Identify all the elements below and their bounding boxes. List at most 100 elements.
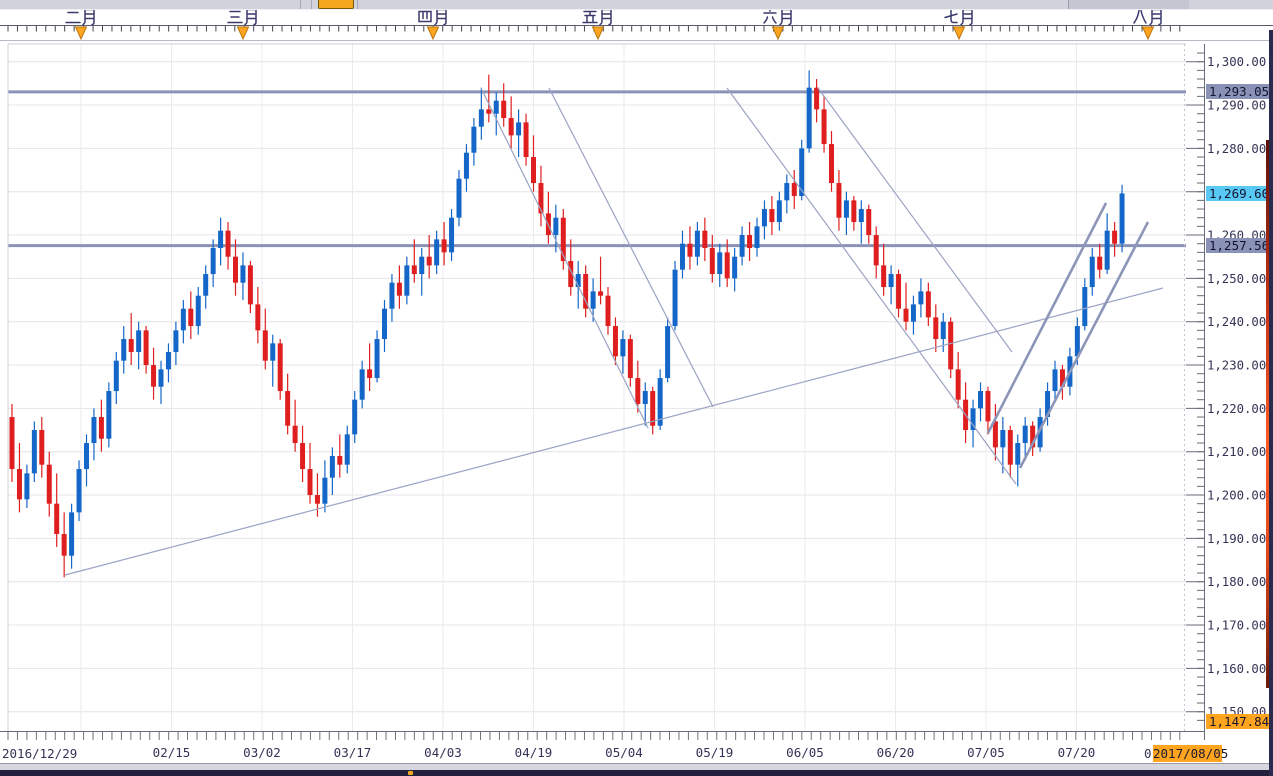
candle-body-0	[9, 417, 15, 470]
candle-body-86	[650, 391, 656, 426]
trendline-6[interactable]	[1018, 221, 1150, 469]
candle-body-24	[188, 308, 194, 327]
candle-body-41	[314, 495, 320, 504]
background-window-stripe	[1266, 140, 1269, 688]
candle-body-124	[933, 317, 939, 340]
candle-body-64	[486, 109, 492, 114]
price-level-tag-bottom[interactable]: 1,147.84	[1206, 714, 1273, 729]
candle-body-115	[866, 209, 872, 236]
candle-body-116	[873, 235, 879, 266]
y-axis-label-1230: 1,230.00	[1207, 359, 1266, 373]
month-label-glyph	[82, 8, 95, 26]
taskbar-edge	[0, 770, 1273, 776]
candle-body-82	[620, 339, 626, 357]
candle-body-113	[851, 200, 857, 223]
candle-body-70	[531, 157, 536, 184]
plot-borders	[0, 43, 1204, 732]
active-toolbar-button[interactable]	[318, 0, 354, 9]
candle-body-97	[732, 256, 738, 279]
candle-body-91	[687, 243, 693, 257]
candle-body-58	[441, 239, 447, 253]
candle-body-101	[761, 209, 767, 227]
candle-body-83	[627, 339, 633, 379]
candle-body-149	[1119, 193, 1125, 244]
candles-layer	[9, 70, 1125, 578]
x-axis-label: 03/02	[243, 745, 281, 760]
candle-body-88	[665, 326, 671, 379]
candle-body-75	[568, 261, 574, 288]
trendline-1[interactable]	[480, 87, 649, 429]
x-axis-label: 05/04	[605, 745, 643, 760]
x-axis-label: 07/20	[1058, 745, 1096, 760]
candle-body-36	[277, 343, 283, 392]
candle-body-22	[173, 330, 179, 353]
month-label-glyph	[582, 10, 598, 24]
candle-body-15	[121, 339, 127, 361]
background-window-edge	[1269, 30, 1273, 776]
candle-body-30	[233, 256, 238, 283]
price-level-tag-upper[interactable]: 1,293.05	[1206, 84, 1273, 99]
current-date-tag[interactable]: 2017/08/05	[1153, 745, 1229, 762]
candle-body-89	[672, 269, 678, 327]
candle-body-118	[888, 274, 894, 288]
candle-body-46	[352, 399, 358, 435]
candle-body-65	[493, 100, 499, 114]
candle-body-107	[806, 87, 812, 149]
x-axis-first-date-label: 2016/12/29	[2, 746, 78, 761]
candle-body-111	[836, 183, 842, 218]
month-ruler	[0, 25, 1273, 41]
trendline-2[interactable]	[548, 87, 714, 408]
candle-body-43	[329, 456, 335, 478]
candle-body-79	[598, 291, 604, 296]
candle-body-96	[724, 252, 730, 279]
toolbar-separator	[300, 0, 301, 9]
candle-body-9	[76, 469, 82, 513]
candle-body-7	[61, 534, 67, 556]
candle-body-12	[98, 417, 104, 439]
last-price-tag[interactable]: 1,269.60	[1206, 186, 1273, 201]
candle-body-141	[1059, 369, 1065, 387]
trendline-0[interactable]	[64, 287, 1164, 576]
candle-body-45	[344, 434, 350, 465]
candle-body-71	[538, 183, 544, 214]
bottom-border-band	[0, 763, 1273, 771]
month-marker-icon[interactable]	[1141, 26, 1155, 41]
top-toolbar-strip	[0, 0, 1273, 10]
month-label-glyph	[244, 8, 257, 26]
candle-body-35	[270, 343, 276, 361]
candle-body-32	[247, 265, 253, 305]
trendline-5[interactable]	[986, 202, 1108, 434]
candle-body-57	[434, 239, 440, 266]
price-level-tag-mid[interactable]: 1,257.56	[1206, 238, 1273, 253]
candle-body-76	[575, 274, 581, 288]
toolbar-separator	[357, 0, 358, 9]
x-axis-ticks	[7, 732, 1181, 740]
month-label-glyph	[779, 8, 792, 26]
month-marker-icon[interactable]	[952, 26, 966, 41]
y-axis-label-1200: 1,200.00	[1207, 489, 1266, 503]
candle-body-60	[456, 178, 462, 218]
candle-body-49	[374, 339, 380, 379]
trendline-3[interactable]	[726, 87, 1017, 485]
month-marker-icon[interactable]	[591, 26, 605, 41]
candle-body-73	[553, 217, 559, 236]
month-marker-icon[interactable]	[236, 26, 250, 41]
candle-body-66	[501, 100, 507, 119]
candle-body-127	[955, 369, 961, 400]
trendline-4[interactable]	[817, 87, 1013, 353]
candle-body-105	[791, 183, 797, 197]
candle-body-93	[702, 230, 708, 249]
month-label-glyph	[418, 10, 432, 23]
candle-body-108	[814, 87, 820, 110]
candle-body-130	[978, 391, 983, 409]
month-marker-icon[interactable]	[74, 26, 88, 41]
candle-body-99	[747, 235, 753, 249]
taskbar-indicator-dot	[408, 771, 413, 775]
candle-body-77	[583, 274, 589, 309]
candle-body-27	[210, 248, 216, 275]
candle-body-87	[657, 378, 663, 426]
month-marker-icon[interactable]	[426, 26, 440, 41]
month-marker-icon[interactable]	[771, 26, 785, 41]
trendlines-layer	[64, 87, 1164, 576]
